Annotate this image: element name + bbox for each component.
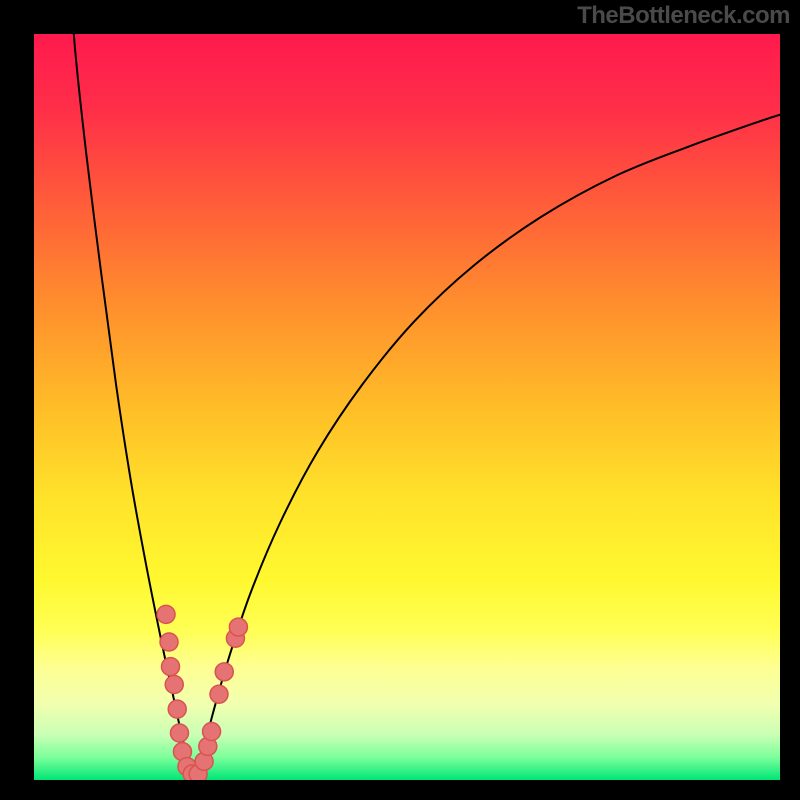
heat-gradient-background: [34, 34, 780, 780]
chart-root: TheBottleneck.com: [0, 0, 800, 800]
watermark-text: TheBottleneck.com: [577, 2, 790, 30]
plot-area: [34, 34, 780, 780]
